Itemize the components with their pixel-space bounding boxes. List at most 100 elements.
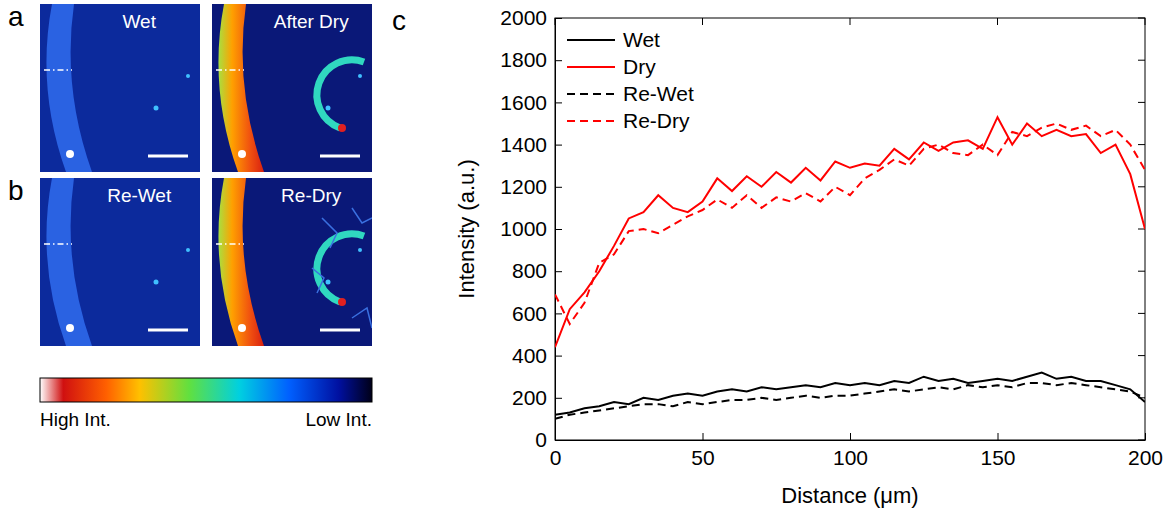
- x-tick-mark: [703, 433, 704, 440]
- bright-spot: [338, 124, 346, 132]
- micrograph: After Dry: [212, 4, 372, 172]
- image-background: [40, 4, 200, 172]
- plot-lines: [555, 117, 1145, 419]
- image-background: [212, 178, 372, 346]
- y-tick-label: 1400: [500, 133, 547, 156]
- deposit-band: [46, 4, 92, 172]
- x-tick-mark: [998, 433, 999, 440]
- y-tick: 400: [512, 344, 562, 367]
- y-tick-label: 1600: [500, 91, 547, 114]
- y-tick: 200: [512, 386, 562, 409]
- profile-line: [216, 243, 244, 245]
- x-tick: 150: [980, 433, 1015, 469]
- legend-swatch: [567, 39, 615, 41]
- micrograph: Re-Wet: [40, 178, 200, 346]
- legend-label: Re-Dry: [623, 109, 690, 132]
- y-tick-label: 1800: [500, 48, 547, 71]
- legend-swatch: [567, 120, 615, 122]
- x-tick-label: 50: [691, 446, 714, 469]
- deposit-band: [218, 178, 264, 346]
- plot-frame: [555, 18, 1145, 440]
- y-tick: 1800: [500, 48, 562, 71]
- deposit-band: [218, 4, 264, 172]
- particle: [326, 280, 331, 285]
- series-line: [555, 124, 1145, 324]
- deposit-ring: [317, 234, 364, 302]
- x-tick: 50: [691, 433, 714, 469]
- image-label: Re-Wet: [107, 185, 172, 206]
- legend-swatch: [567, 66, 615, 68]
- legend: Wet Dry Re-Wet Re-Dry: [567, 28, 694, 132]
- particle: [66, 324, 74, 332]
- scale-bar: [148, 329, 188, 332]
- y-tick-label: 200: [512, 386, 547, 409]
- image-label: Re-Dry: [281, 185, 342, 206]
- series-line: [555, 117, 1145, 347]
- scale-bar: [320, 329, 360, 332]
- y-tick-mark-right: [1138, 144, 1145, 145]
- y-tick: 1600: [500, 91, 562, 114]
- y-tick-mark: [555, 356, 562, 357]
- y-tick-mark-right: [1138, 186, 1145, 187]
- y-tick-mark: [555, 145, 562, 146]
- deposit-ring: [317, 60, 364, 128]
- y-tick-mark-right: [1138, 313, 1145, 314]
- particle: [186, 248, 190, 252]
- y-tick-label: 0: [535, 428, 547, 451]
- profile-line: [216, 69, 244, 71]
- y-tick-label: 2000: [500, 6, 547, 29]
- y-tick-label: 1200: [500, 175, 547, 198]
- particle: [154, 106, 159, 111]
- y-tick-mark: [555, 398, 562, 399]
- x-tick-mark-top: [997, 18, 998, 25]
- particle: [326, 106, 331, 111]
- y-tick-mark: [555, 313, 562, 314]
- image-label: After Dry: [274, 11, 349, 32]
- x-tick-label: 100: [833, 446, 868, 469]
- y-axis-title: Intensity (a.u.): [454, 159, 479, 298]
- x-tick-label: 0: [550, 446, 562, 469]
- image-label: Wet: [122, 11, 156, 32]
- x-tick-label: 150: [980, 446, 1015, 469]
- legend-label: Wet: [623, 28, 660, 51]
- y-tick-label: 600: [512, 302, 547, 325]
- y-axis: 0200400600800100012001400160018002000: [500, 6, 562, 451]
- particle: [154, 280, 159, 285]
- y-tick: 600: [512, 302, 562, 325]
- panel-letter: a: [8, 1, 24, 32]
- scale-bar: [320, 155, 360, 158]
- y-tick-mark: [555, 271, 562, 272]
- y-tick-mark: [555, 229, 562, 230]
- legend-label: Re-Wet: [623, 82, 694, 105]
- y-tick-mark-right: [1138, 355, 1145, 356]
- micrograph: Re-Dry: [212, 178, 372, 346]
- x-tick-mark-top: [850, 18, 851, 25]
- y-tick-label: 1000: [500, 217, 547, 240]
- x-axis: 0 50 100 150 200: [550, 433, 1163, 469]
- y-tick-mark: [555, 102, 562, 103]
- y-tick: 1200: [500, 175, 562, 198]
- colorbar-label: Low Int.: [305, 409, 372, 430]
- x-axis-title: Distance (μm): [781, 483, 918, 508]
- image-background: [212, 4, 372, 172]
- y-tick-mark: [555, 187, 562, 188]
- series-line: [555, 372, 1145, 414]
- particle: [238, 150, 246, 158]
- particle: [238, 324, 246, 332]
- y-tick-label: 400: [512, 344, 547, 367]
- y-tick-mark-right: [1138, 102, 1145, 103]
- particle: [66, 150, 74, 158]
- y-tick: 2000: [500, 6, 562, 29]
- bright-spot: [338, 298, 346, 306]
- legend-swatch: [567, 93, 615, 95]
- legend-label: Dry: [623, 55, 656, 78]
- profile-line: [44, 243, 72, 245]
- x-tick-mark-top: [702, 18, 703, 25]
- panel-letter: b: [8, 175, 24, 206]
- particle: [358, 248, 362, 252]
- series-line: [555, 383, 1145, 419]
- figure: aWetAfter DrybRe-WetRe-DryHigh Int.Low I…: [0, 0, 1173, 520]
- y-tick: 1400: [500, 133, 562, 156]
- y-tick: 1000: [500, 217, 562, 240]
- x-tick-label: 200: [1128, 446, 1163, 469]
